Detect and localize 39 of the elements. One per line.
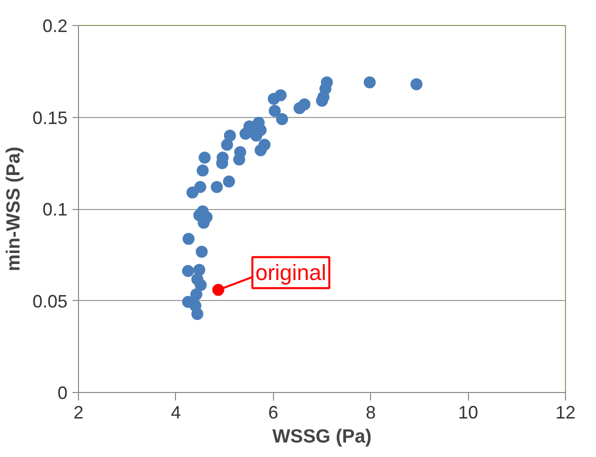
point — [191, 308, 204, 320]
y-tick-label: 0.2 — [42, 16, 68, 36]
point — [182, 265, 194, 278]
point — [294, 102, 306, 114]
point — [240, 128, 252, 140]
point — [276, 113, 288, 126]
point — [410, 78, 422, 90]
x-tick-label: 2 — [73, 402, 84, 422]
point — [224, 130, 236, 142]
point — [268, 92, 280, 105]
point — [196, 246, 208, 258]
y-tick-label: 0.05 — [32, 291, 68, 312]
point — [190, 288, 202, 300]
point — [221, 138, 234, 151]
point — [186, 186, 198, 198]
y-tick-label: 0 — [57, 383, 68, 403]
point — [198, 152, 211, 164]
x-tick-label: 4 — [170, 402, 181, 422]
point — [250, 130, 262, 142]
x-tick-label: 10 — [458, 402, 478, 422]
y-tick-label: 0.1 — [42, 200, 68, 220]
point — [196, 164, 209, 176]
point — [212, 284, 224, 296]
point — [194, 278, 207, 291]
y-axis-title: min-WSS (Pa) — [3, 146, 24, 272]
point — [182, 232, 195, 245]
point — [268, 104, 281, 117]
point — [193, 264, 206, 276]
point — [194, 180, 206, 193]
point — [254, 144, 267, 156]
point — [364, 76, 376, 88]
point — [210, 180, 223, 193]
x-tick-label: 8 — [366, 402, 376, 422]
annotation: original — [255, 260, 326, 286]
y-tick-label: 0.15 — [32, 108, 68, 128]
x-tick-label: 6 — [268, 402, 278, 422]
point — [222, 175, 235, 188]
x-axis-title: WSSG (Pa) — [272, 426, 372, 448]
x-tick-label: 12 — [555, 402, 576, 422]
